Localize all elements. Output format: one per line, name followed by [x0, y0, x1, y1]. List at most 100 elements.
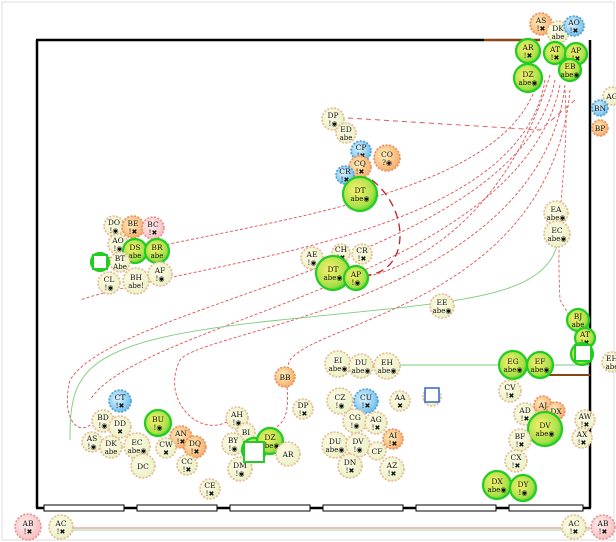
- node-bn[interactable]: BN: [591, 99, 609, 117]
- node-sublabel: !◉: [229, 445, 238, 453]
- node-label: BR: [151, 243, 163, 252]
- node-label: ED: [340, 125, 352, 134]
- node-bc[interactable]: BC!✖: [141, 216, 165, 240]
- node-cu[interactable]: CU!✖: [353, 388, 379, 414]
- node-bu[interactable]: BU!◉: [143, 408, 173, 438]
- node-circle: [557, 57, 583, 83]
- node-af-left[interactable]: AF!◉: [147, 261, 173, 287]
- node-sublabel: ?◉: [382, 159, 392, 167]
- node-sublabel: abe◉: [519, 79, 538, 87]
- node-ar-b[interactable]: AR: [275, 441, 301, 467]
- node-circle: [364, 411, 388, 435]
- node-label: CR: [339, 167, 351, 176]
- node-az[interactable]: AZ!✖: [379, 456, 405, 482]
- node-by[interactable]: BY!◉: [221, 432, 245, 456]
- node-as-b[interactable]: AS!◉: [81, 431, 103, 453]
- node-sublabel: !✖: [299, 410, 308, 418]
- node-dc[interactable]: DC: [130, 453, 156, 479]
- node-ab-l[interactable]: AB!✖: [14, 513, 42, 541]
- node-do[interactable]: DO!◉: [103, 215, 125, 237]
- node-circle: [591, 99, 609, 117]
- node-cz[interactable]: CZ!◉: [326, 387, 354, 415]
- node-label: DV: [539, 421, 551, 430]
- node-dn[interactable]: DN!✖: [337, 453, 363, 479]
- node-sublabel: abe: [151, 252, 164, 260]
- node-cx[interactable]: CX!✖: [504, 449, 528, 473]
- node-bp[interactable]: BP: [591, 119, 609, 137]
- node-cf[interactable]: CF: [367, 441, 387, 461]
- node-dv-b[interactable]: DV!◉: [345, 432, 371, 458]
- node-cv-r[interactable]: CV!✖: [498, 379, 522, 403]
- node-ag-b[interactable]: AG!✖: [364, 411, 388, 435]
- node-ac-l[interactable]: AC!✖: [48, 514, 74, 540]
- node-cq[interactable]: CQ!✖: [348, 155, 372, 179]
- node-cc[interactable]: CC!✖: [176, 454, 198, 476]
- node-ap-mid[interactable]: AP!◉: [342, 264, 370, 292]
- node-sublabel: abe: [129, 252, 142, 260]
- node-dy[interactable]: DY!◉: [508, 473, 538, 503]
- node-sublabel: !✖: [346, 467, 355, 475]
- node-ai[interactable]: AI!✖: [382, 428, 404, 450]
- node-ax[interactable]: AX!✖: [571, 427, 593, 449]
- node-sublabel: !✖: [372, 424, 381, 432]
- node-label: AW: [578, 412, 592, 421]
- node-circle: [351, 243, 373, 265]
- node-ag-edge[interactable]: AG: [602, 86, 616, 106]
- node-ct[interactable]: CT!✖: [108, 389, 132, 413]
- node-cg[interactable]: CG!◉: [342, 408, 368, 434]
- node-be[interactable]: BE!✖: [121, 215, 145, 239]
- node-cl[interactable]: CL!◉: [97, 271, 121, 295]
- node-sublabel: !✖: [358, 255, 367, 263]
- node-circle: [99, 435, 123, 459]
- node-label: DX: [491, 477, 503, 486]
- node-dp-b[interactable]: DP!✖: [292, 398, 314, 420]
- node-label: AB: [597, 519, 609, 528]
- node-dq[interactable]: DQ!✖: [183, 435, 207, 459]
- node-sublabel: !✖: [570, 27, 579, 35]
- node-sublabel: !✖: [129, 228, 138, 236]
- node-aw[interactable]: AW!✖: [574, 409, 596, 431]
- node-ar[interactable]: AR!✖: [514, 37, 542, 65]
- node-dp-mid[interactable]: DP!◉: [321, 107, 345, 131]
- node-aa[interactable]: AA✖: [389, 390, 411, 412]
- node-bb[interactable]: BB: [274, 366, 296, 388]
- node-label: CV: [504, 383, 516, 392]
- node-sublabel: ✖: [397, 402, 403, 410]
- node-circle: [508, 428, 532, 452]
- node-ab-r[interactable]: AB!✖: [590, 514, 616, 540]
- node-label: BB: [279, 373, 291, 382]
- node-sublabel: abe◉: [536, 430, 555, 438]
- node-label: CQ: [354, 159, 366, 168]
- node-sublabel: !◉: [156, 275, 165, 283]
- node-bf[interactable]: BF!✖: [508, 428, 532, 452]
- node-circle: [108, 415, 132, 439]
- node-ao-top[interactable]: AO!✖: [563, 15, 585, 37]
- node-ce[interactable]: CE!✖: [199, 478, 221, 500]
- node-co[interactable]: CO?◉: [373, 144, 401, 172]
- node-cw[interactable]: CW✖: [155, 437, 177, 459]
- node-cr-b[interactable]: CR!✖: [351, 243, 373, 265]
- node-ac-r[interactable]: AC!✖: [561, 514, 587, 540]
- node-sublabel: abe◉: [548, 235, 567, 243]
- node-dd[interactable]: DD✖: [108, 415, 132, 439]
